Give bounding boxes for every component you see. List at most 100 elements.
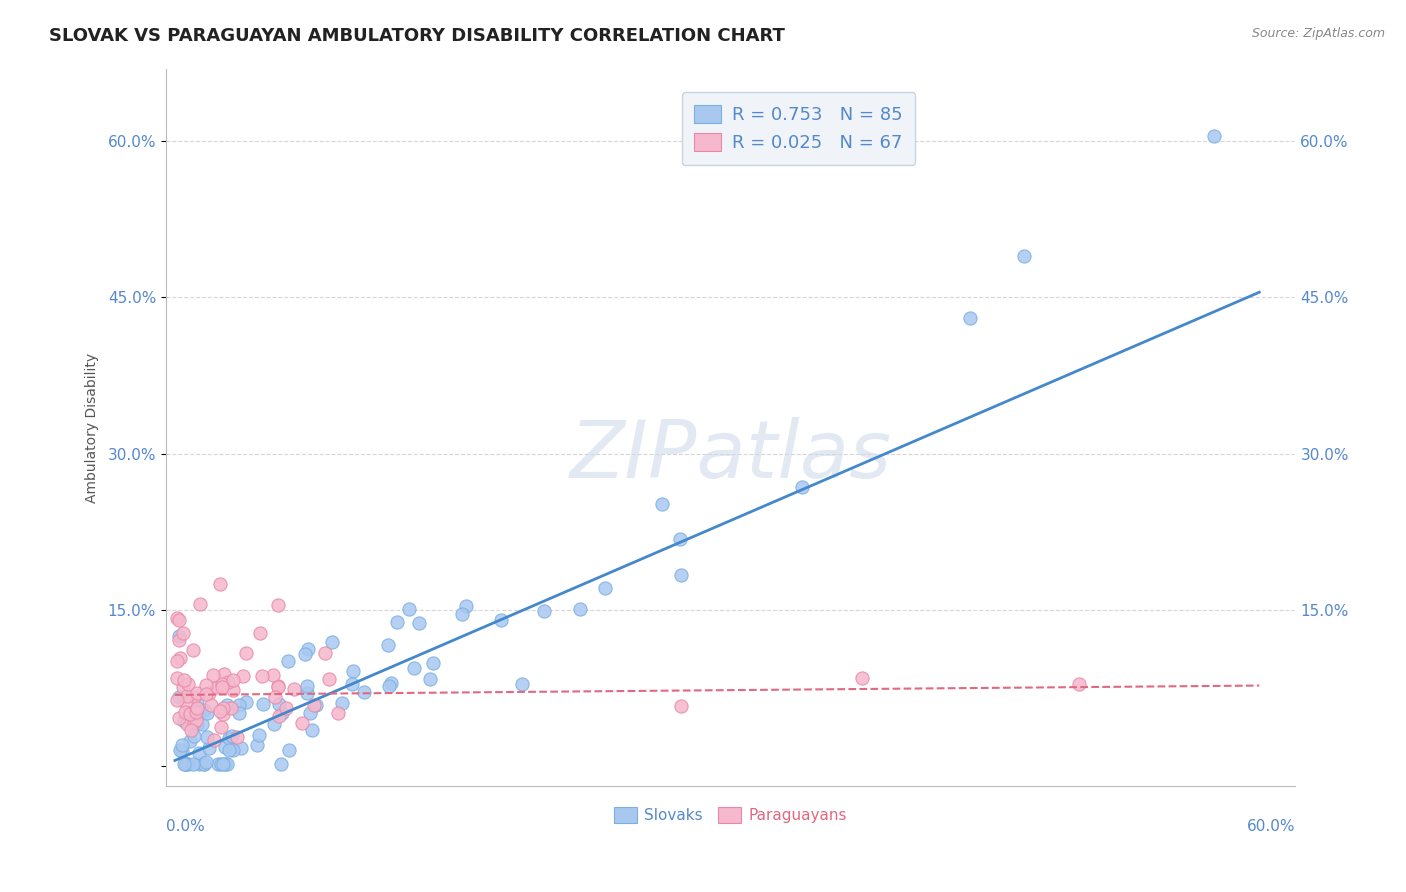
- Point: [790, 480, 813, 494]
- Point: [222, 673, 245, 687]
- Point: [229, 740, 252, 755]
- Point: [176, 690, 198, 704]
- Point: [510, 677, 533, 691]
- Point: [183, 729, 205, 743]
- Point: [219, 701, 242, 715]
- Point: [283, 682, 305, 697]
- Point: [228, 698, 250, 712]
- Point: [408, 616, 430, 631]
- Point: [188, 756, 211, 771]
- Point: [222, 683, 245, 698]
- Point: [193, 703, 215, 717]
- Point: [267, 598, 290, 612]
- Point: [177, 756, 200, 771]
- Point: [301, 723, 323, 738]
- Point: [183, 714, 205, 729]
- Point: [398, 601, 420, 615]
- Point: [419, 672, 441, 686]
- Point: [181, 756, 204, 771]
- Point: [269, 697, 291, 711]
- Point: [299, 706, 322, 721]
- Point: [569, 602, 592, 616]
- Point: [247, 728, 270, 742]
- Legend: Slovaks, Paraguayans: Slovaks, Paraguayans: [607, 801, 853, 829]
- Point: [209, 576, 232, 591]
- Point: [318, 672, 340, 686]
- Point: [593, 581, 616, 595]
- Point: [195, 706, 218, 720]
- Point: [166, 693, 188, 707]
- Point: [212, 700, 235, 714]
- Point: [250, 669, 273, 683]
- Point: [209, 756, 232, 771]
- Point: [193, 756, 215, 771]
- Point: [201, 668, 224, 682]
- Point: [180, 723, 202, 737]
- Point: [188, 597, 211, 611]
- Point: [195, 755, 218, 769]
- Point: [353, 685, 375, 699]
- Point: [851, 671, 873, 685]
- Point: [295, 686, 318, 700]
- Text: Source: ZipAtlas.com: Source: ZipAtlas.com: [1251, 27, 1385, 40]
- Point: [212, 667, 235, 681]
- Point: [278, 743, 301, 757]
- Point: [208, 705, 231, 719]
- Point: [451, 607, 474, 621]
- Point: [218, 731, 240, 745]
- Point: [198, 686, 221, 700]
- Text: SLOVAK VS PARAGUAYAN AMBULATORY DISABILITY CORRELATION CHART: SLOVAK VS PARAGUAYAN AMBULATORY DISABILI…: [49, 27, 785, 45]
- Point: [489, 613, 512, 627]
- Y-axis label: Ambulatory Disability: Ambulatory Disability: [86, 352, 100, 502]
- Point: [342, 665, 364, 679]
- Point: [184, 705, 207, 719]
- Point: [326, 706, 349, 720]
- Point: [221, 729, 243, 743]
- Point: [302, 698, 325, 712]
- Point: [377, 638, 399, 652]
- Point: [173, 673, 195, 687]
- Point: [249, 625, 271, 640]
- Point: [271, 706, 294, 721]
- Point: [294, 648, 316, 662]
- Point: [267, 680, 290, 694]
- Point: [211, 681, 233, 695]
- Point: [217, 698, 239, 712]
- Point: [186, 693, 208, 707]
- Point: [172, 626, 194, 640]
- Point: [169, 632, 191, 647]
- Point: [186, 717, 208, 731]
- Point: [191, 717, 214, 731]
- Point: [297, 641, 319, 656]
- Point: [669, 698, 692, 713]
- Point: [211, 756, 233, 771]
- Point: [264, 690, 287, 704]
- Point: [266, 679, 288, 693]
- Point: [1067, 677, 1090, 691]
- Point: [276, 700, 298, 714]
- Point: [225, 730, 247, 744]
- Point: [262, 668, 284, 682]
- Point: [186, 686, 208, 700]
- Point: [181, 643, 204, 657]
- Point: [295, 679, 318, 693]
- Point: [167, 690, 190, 704]
- Point: [174, 756, 197, 771]
- Point: [176, 677, 198, 691]
- Point: [651, 497, 673, 511]
- Point: [167, 710, 190, 724]
- Point: [198, 740, 221, 755]
- Point: [217, 675, 239, 690]
- Point: [671, 568, 693, 582]
- Point: [170, 744, 193, 758]
- Point: [193, 756, 215, 771]
- Point: [167, 629, 190, 643]
- Point: [166, 671, 188, 685]
- Point: [205, 680, 228, 694]
- Point: [214, 739, 236, 754]
- Point: [270, 756, 292, 771]
- Text: 60.0%: 60.0%: [1247, 819, 1295, 834]
- Point: [380, 676, 402, 690]
- Point: [166, 611, 188, 625]
- Point: [200, 698, 222, 712]
